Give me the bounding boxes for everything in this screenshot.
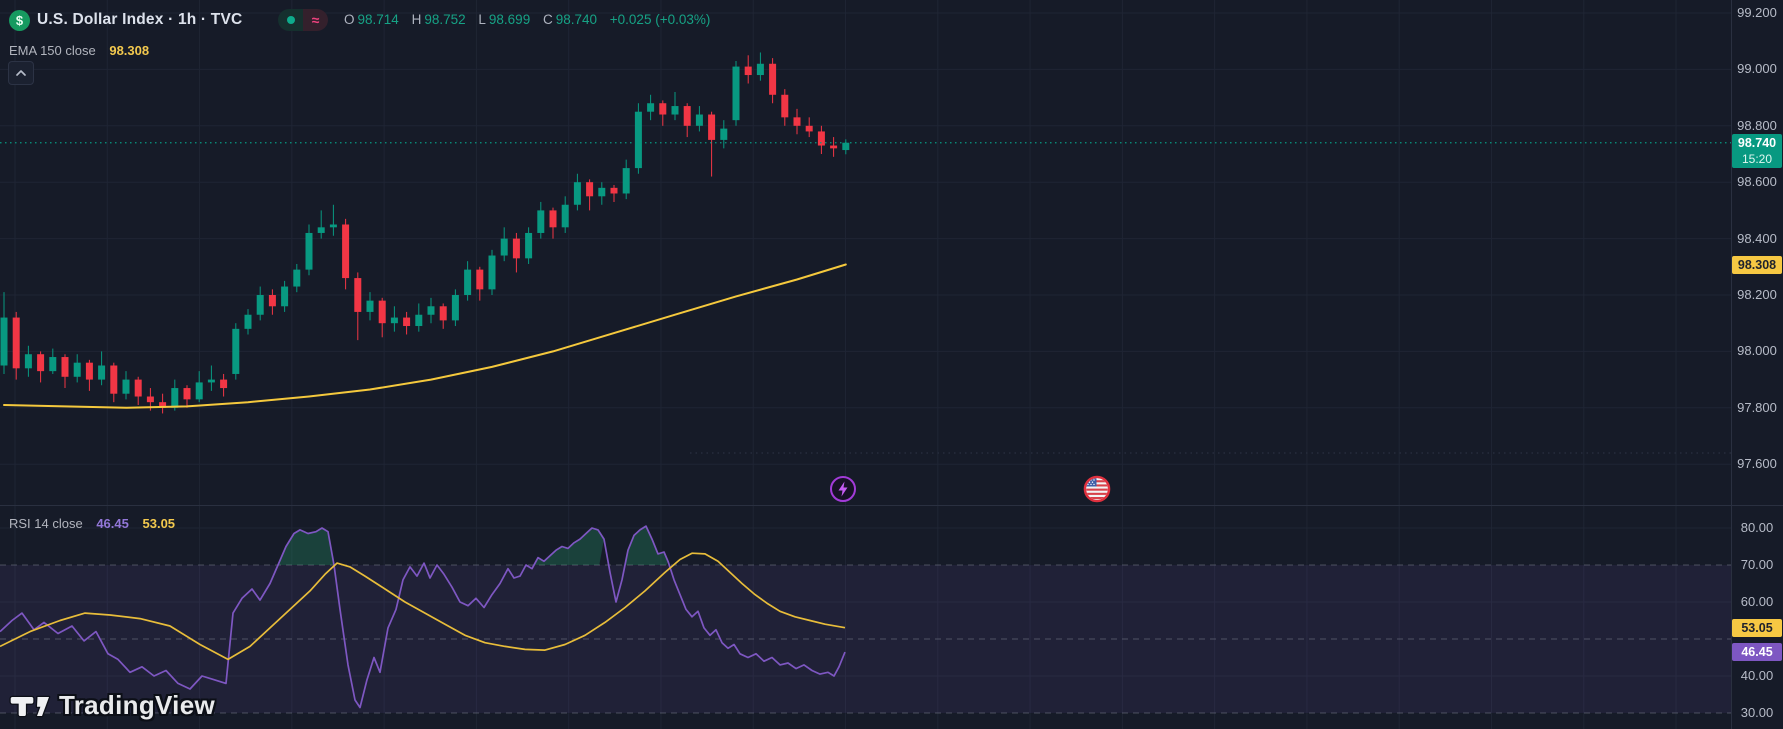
- market-open-icon[interactable]: [278, 9, 303, 31]
- close-label: C: [542, 12, 553, 27]
- price-scale-axis[interactable]: [1731, 0, 1783, 729]
- market-status-pill[interactable]: ≈: [278, 9, 328, 31]
- rsi-label: RSI 14 close: [9, 516, 83, 531]
- high-label: H: [411, 12, 422, 27]
- tradingview-wordmark: TradingView: [59, 690, 215, 720]
- symbol-title[interactable]: U.S. Dollar Index · 1h · TVC: [37, 11, 243, 28]
- us-flag-icon: [1083, 475, 1111, 503]
- low-value: 98.699: [488, 12, 531, 27]
- delayed-data-icon[interactable]: ≈: [303, 9, 328, 31]
- price-axis-label: 98.800: [1737, 117, 1777, 133]
- price-axis-label: 98.200: [1737, 287, 1777, 302]
- open-label: O: [344, 12, 355, 27]
- chevron-up-icon: [16, 70, 26, 76]
- change-value: +0.025 (+0.03%): [609, 12, 711, 27]
- price-axis-label: 97.600: [1737, 456, 1777, 472]
- rsi-ma-badge: 53.05: [1732, 618, 1782, 637]
- price-axis-label: 98.000: [1737, 343, 1777, 359]
- us-economic-event-marker[interactable]: [1082, 474, 1112, 509]
- price-axis-label: 99.000: [1737, 61, 1777, 77]
- rsi-axis-label: 30.00: [1740, 705, 1774, 720]
- lightning-icon: [830, 476, 856, 502]
- rsi-axis-label: 40.00: [1740, 668, 1774, 683]
- rsi-ma-value: 53.05: [142, 516, 176, 531]
- tradingview-logo[interactable]: TradingView: [9, 690, 215, 721]
- price-axis-label: 98.400: [1737, 230, 1777, 246]
- status-dot-icon: [286, 16, 295, 24]
- rsi-axis-label: 70.00: [1740, 557, 1774, 572]
- collapse-pane-button[interactable]: [8, 61, 34, 85]
- rsi-axis-label: 80.00: [1740, 520, 1774, 535]
- price-axis-label: 97.800: [1737, 399, 1777, 415]
- ema-label: EMA 150 close: [9, 43, 96, 58]
- rsi-value-badge: 46.45: [1732, 643, 1782, 662]
- rsi-indicator-row[interactable]: RSI 14 close 46.45 53.05: [9, 516, 175, 531]
- low-label: L: [478, 12, 486, 27]
- price-axis-label: 99.200: [1737, 5, 1777, 20]
- power-event-marker[interactable]: [829, 475, 857, 508]
- ema-value: 98.308: [109, 43, 150, 58]
- last-price-value: 98.740: [1737, 135, 1777, 150]
- dollar-icon: $: [15, 13, 24, 28]
- price-axis-label: 98.600: [1737, 174, 1777, 190]
- open-value: 98.714: [357, 12, 399, 27]
- tradingview-glyph-icon: [9, 695, 51, 717]
- rsi-axis-label: 60.00: [1740, 594, 1774, 609]
- symbol-logo-icon[interactable]: $: [9, 10, 30, 31]
- high-value: 98.752: [424, 12, 466, 27]
- bar-countdown: 15:20: [1741, 151, 1773, 166]
- ohlc-values: O 98.714 H 98.752 L 98.699 C 98.740 +0.025 (…: [344, 12, 713, 27]
- ema-price-badge: 98.308: [1732, 255, 1782, 274]
- ema-indicator-row[interactable]: EMA 150 close 98.308: [9, 43, 149, 58]
- last-price-badge: 98.740 15:20: [1732, 133, 1782, 168]
- rsi-value: 46.45: [96, 516, 129, 531]
- symbol-header: $ U.S. Dollar Index · 1h · TVC ≈ O 98.714…: [0, 8, 900, 32]
- close-value: 98.740: [555, 12, 598, 27]
